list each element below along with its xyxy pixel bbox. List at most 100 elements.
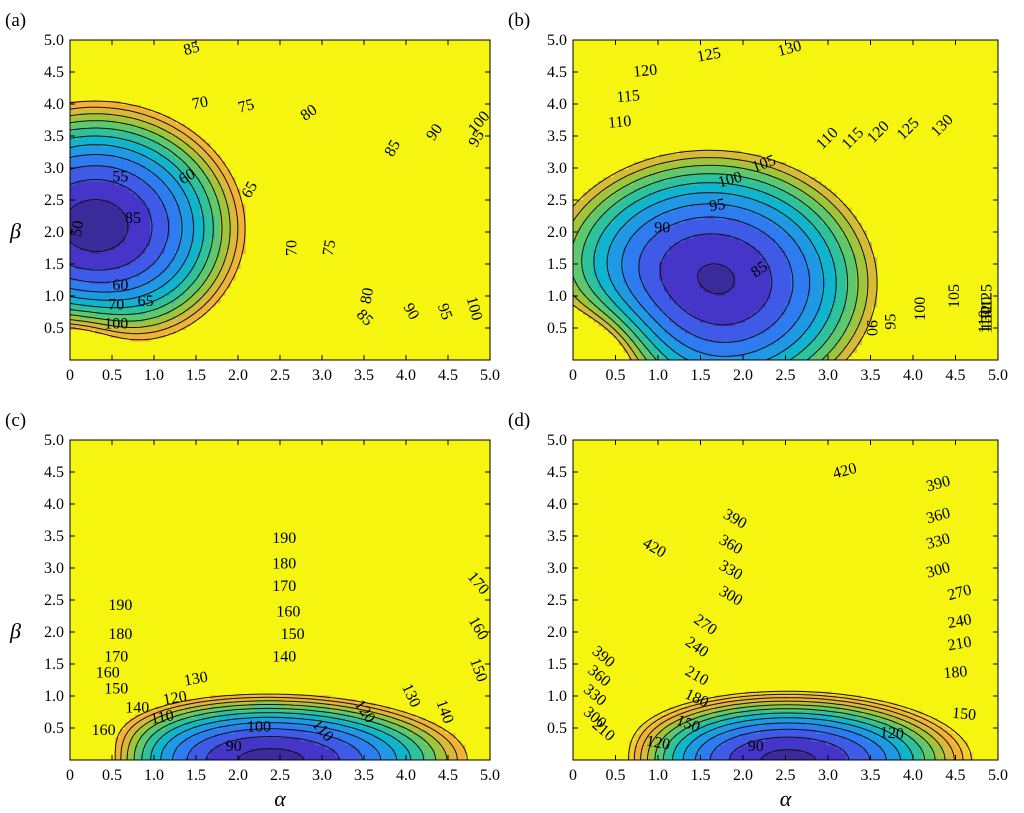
contour-cell (669, 215, 675, 220)
contour-cell (603, 226, 610, 232)
contour-cell (694, 344, 701, 350)
contour-cell (155, 127, 161, 133)
contour-cell (856, 257, 862, 262)
contour-cell (150, 245, 156, 251)
contour-cell (130, 234, 136, 239)
contour-cell (643, 306, 650, 312)
contour-cell (633, 352, 640, 357)
contour-cell (820, 249, 827, 254)
contour-cell (836, 245, 842, 251)
contour-cell (679, 333, 685, 338)
contour-cell (205, 268, 211, 273)
contour-cell (100, 219, 106, 224)
contour-cell (130, 718, 136, 723)
contour-cell (230, 234, 236, 239)
contour-cell (160, 714, 166, 719)
contour-cell (115, 139, 121, 144)
contour-cell (638, 291, 645, 296)
contour-cell (805, 276, 812, 281)
contour-cell (643, 188, 650, 193)
contour-cell (648, 264, 655, 270)
contour-cell (674, 211, 680, 216)
contour-cell (175, 123, 181, 129)
contour-cell (684, 257, 690, 262)
contour-cell (689, 329, 696, 334)
contour-cell (145, 131, 151, 136)
contour-cell (190, 230, 196, 235)
contour-cell (110, 146, 116, 152)
contour-cell (760, 344, 766, 350)
contour-cell (95, 188, 101, 193)
contour-cell (200, 161, 206, 167)
contour-cell (130, 299, 136, 304)
contour-cell (85, 203, 91, 209)
contour-cell (674, 184, 680, 190)
contour-cell (70, 135, 76, 140)
contour-cell (623, 344, 630, 350)
contour-cell (160, 729, 166, 734)
contour-cell (195, 264, 201, 270)
contour-cell (866, 287, 873, 293)
contour-cell (100, 234, 106, 239)
contour-cell (653, 234, 660, 239)
contour-cell (851, 264, 857, 270)
contour-cell (230, 192, 236, 197)
contour-cell (825, 329, 832, 334)
contour-cell (800, 356, 807, 360)
contour-cell (841, 260, 847, 266)
contour-cell (200, 264, 206, 270)
contour-cell (618, 249, 625, 254)
contour-cell (110, 211, 116, 216)
contour-cell (851, 276, 857, 281)
contour-cell (135, 245, 141, 251)
contour-cell (694, 158, 701, 163)
contour-cell (613, 215, 620, 220)
contour-cell (648, 268, 655, 273)
contour-cell (175, 725, 181, 731)
contour-cell (623, 238, 630, 243)
contour-cell (659, 348, 665, 353)
contour-cell (709, 188, 716, 193)
contour-cell (215, 161, 221, 167)
contour-cell (613, 173, 620, 178)
contour-cell (70, 299, 76, 304)
contour-cell (85, 177, 91, 182)
contour-cell (240, 245, 246, 251)
contour-cell (130, 748, 136, 753)
contour-cell (110, 268, 116, 273)
contour-cell (628, 238, 635, 243)
contour-cell (90, 287, 96, 293)
contour-cell (145, 215, 151, 220)
contour-cell (165, 725, 171, 731)
contour-cell (613, 260, 620, 266)
contour-cell (790, 196, 797, 201)
contour-cell (790, 268, 797, 273)
contour-cell (729, 177, 736, 182)
contour-cell (689, 325, 696, 331)
contour-cell (780, 207, 787, 213)
contour-cell (210, 192, 216, 197)
contour-cell (100, 207, 106, 213)
contour-cell (765, 234, 771, 239)
contour-cell (790, 241, 797, 247)
contour-cell (593, 291, 599, 296)
contour-cell (729, 280, 736, 285)
contour-cell (120, 729, 126, 734)
contour-cell (215, 203, 221, 209)
contour-cell (75, 192, 81, 197)
contour-cell (608, 177, 615, 182)
contour-cell (719, 333, 726, 338)
contour-cell (765, 291, 771, 296)
contour-cell (643, 310, 650, 315)
contour-cell (70, 283, 76, 289)
contour-cell (125, 306, 131, 312)
contour-cell (155, 169, 161, 174)
contour-cell (85, 245, 91, 251)
contour-cell (679, 276, 685, 281)
contour-cell (800, 257, 807, 262)
contour-cell (150, 264, 156, 270)
contour-cell (125, 318, 131, 323)
contour-cell (150, 321, 156, 327)
contour-cell (215, 165, 221, 171)
contour-cell (180, 280, 186, 285)
